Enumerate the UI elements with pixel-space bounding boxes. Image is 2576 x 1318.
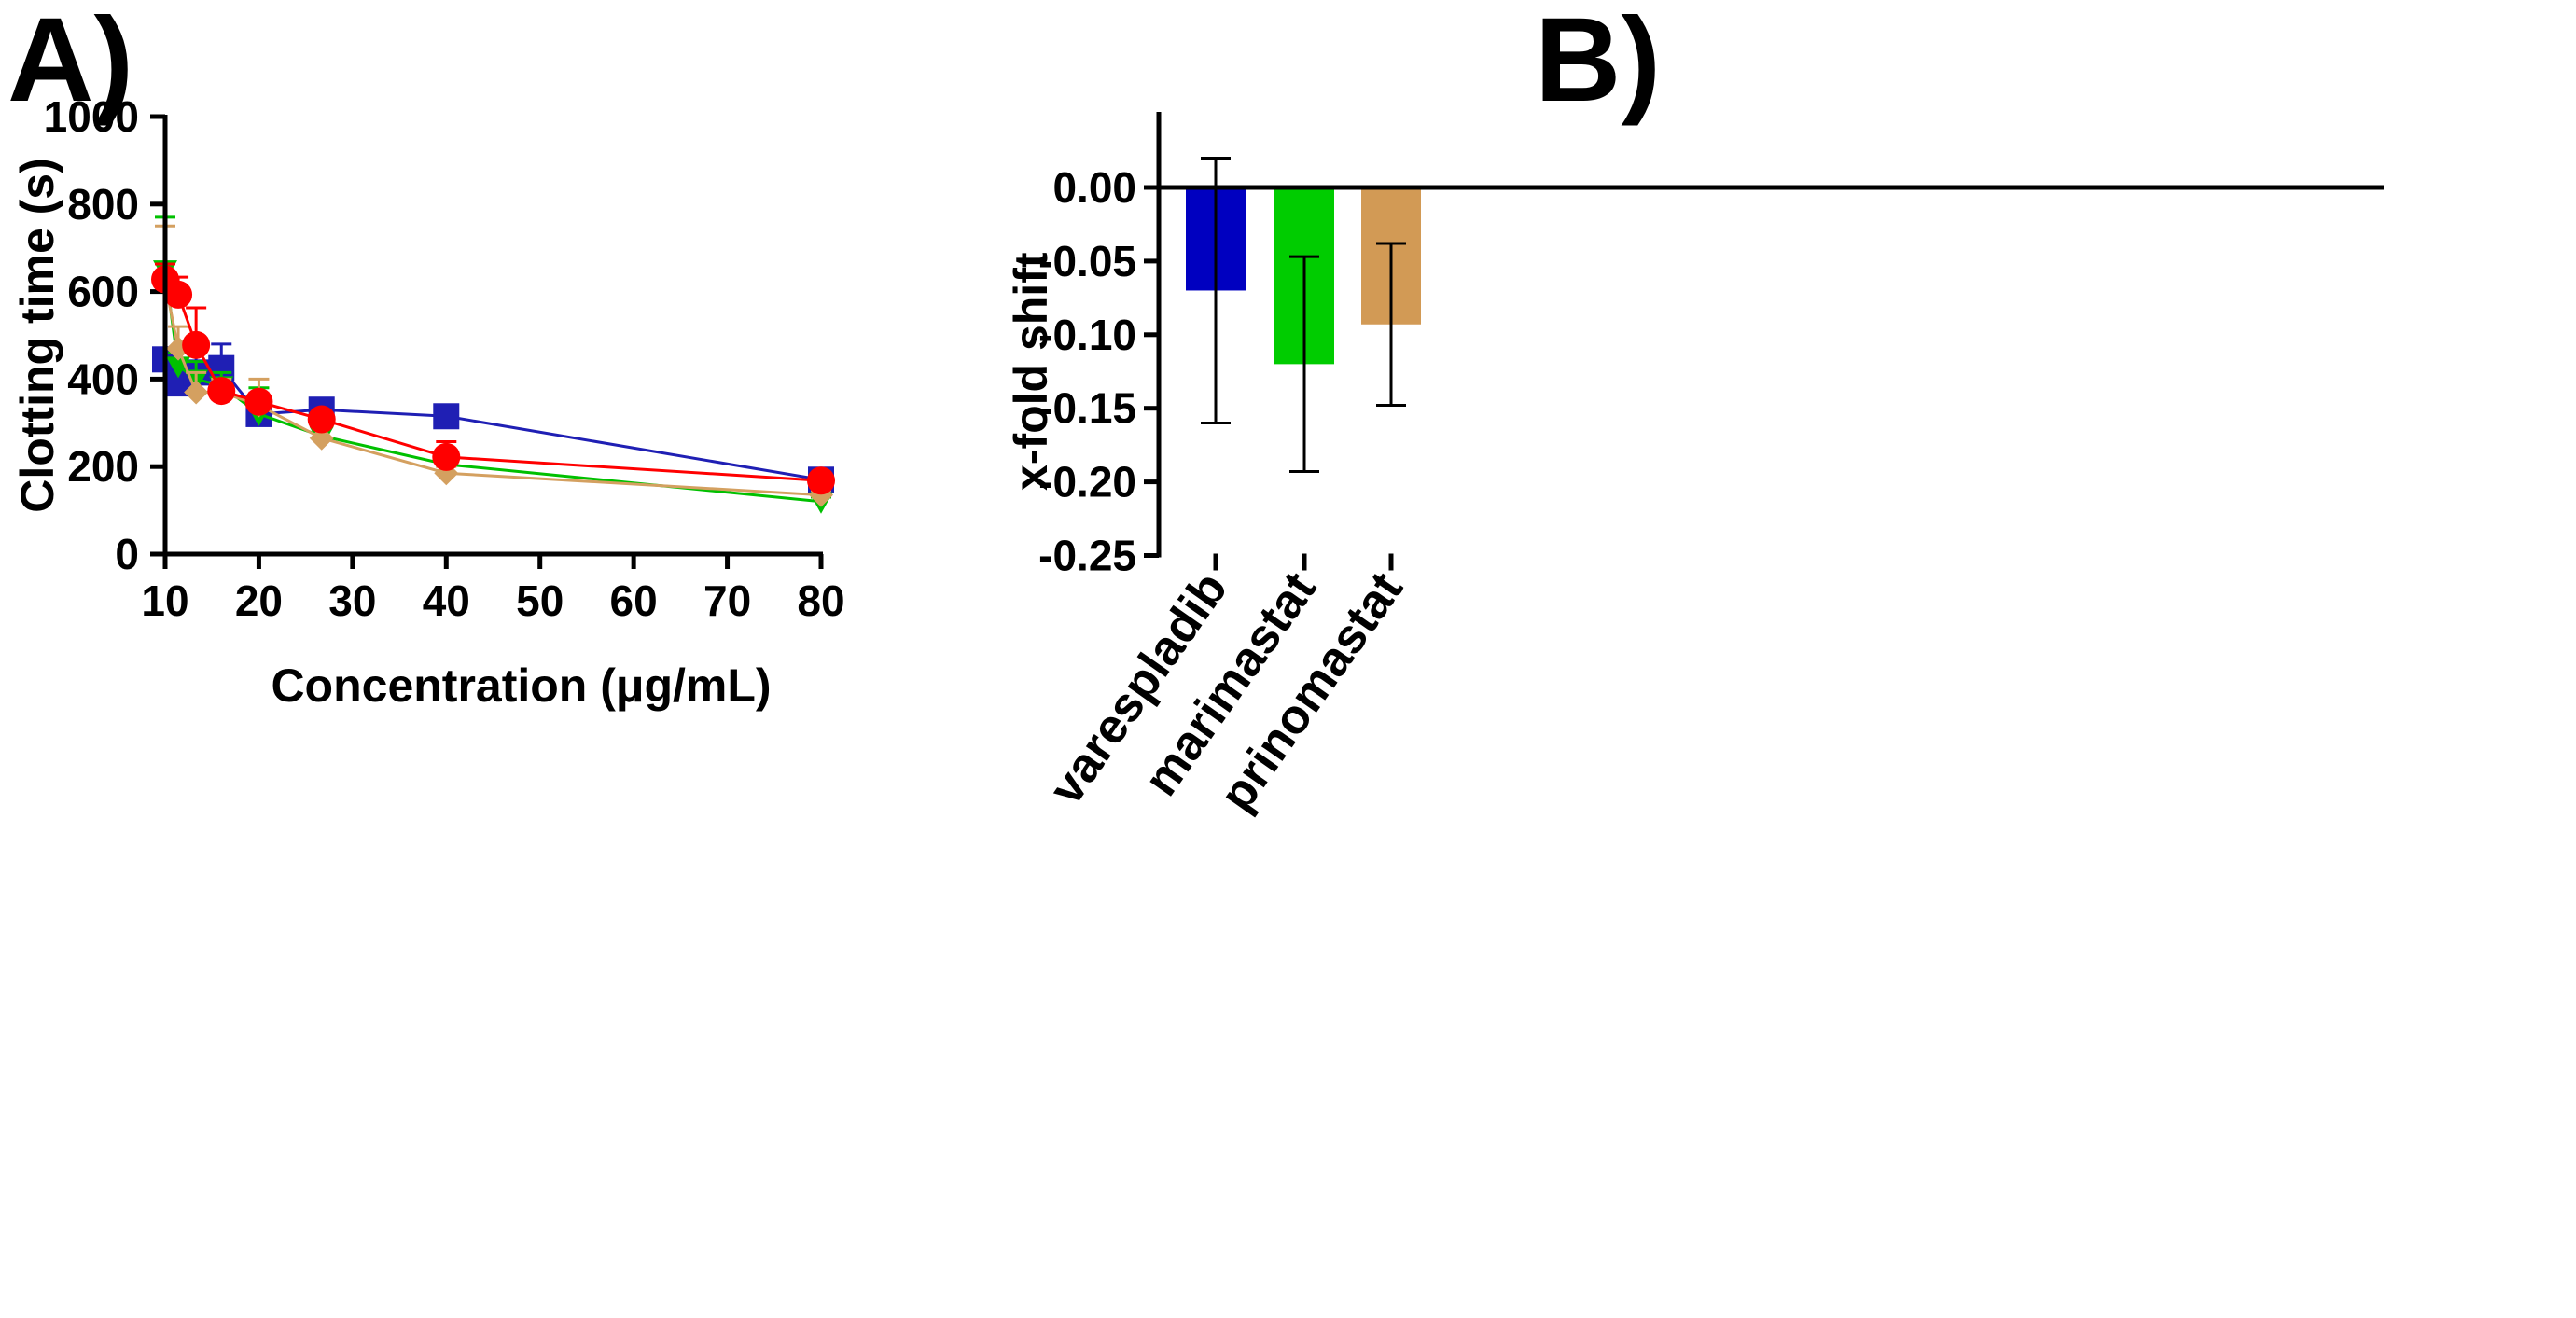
data-point-circle (244, 387, 273, 416)
bars-group-b (1186, 156, 1421, 474)
data-point-diamond (309, 425, 334, 451)
y-tick-label-a: 800 (67, 180, 139, 229)
x-tick-label-a: 40 (423, 576, 470, 625)
y-axis-ticks-a: 0 200 400 600 800 1000 (44, 92, 165, 578)
data-point-diamond (184, 380, 209, 405)
y-axis-title-a: Clotting time (s) (11, 158, 63, 513)
x-tick-label-a: 70 (703, 576, 751, 625)
y-tick-label-a: 400 (67, 354, 139, 403)
x-tick-label-a: 60 (610, 576, 658, 625)
y-tick-label-b: -0.25 (1038, 532, 1136, 580)
data-point-circle (807, 466, 835, 495)
series-line (163, 269, 822, 504)
series-0 (152, 342, 834, 493)
data-point-circle (164, 280, 193, 309)
y-tick-label-b: 0.00 (1052, 163, 1136, 212)
x-tick-label-a: 30 (328, 576, 376, 625)
line-chart-panel-a: A) 0 200 400 600 800 1000 10 20 30 40 50 60 70 80 Co… (7, 0, 845, 712)
data-point-circle (432, 442, 461, 471)
x-tick-label-a: 50 (516, 576, 564, 625)
y-tick-label-a: 600 (67, 268, 139, 316)
data-point-circle (207, 377, 236, 406)
y-tick-label-b: -0.10 (1038, 311, 1136, 359)
x-axis-ticks-a: 10 20 30 40 50 60 70 80 (141, 554, 845, 625)
data-point-circle (307, 405, 336, 434)
y-tick-label-b: -0.15 (1038, 384, 1136, 433)
y-axis-ticks-b: 0.00 -0.05 -0.10 -0.15 -0.20 -0.25 (1038, 163, 1159, 580)
panel-b-label: B) (1535, 0, 1661, 127)
y-axis-title-b: x-fold shift (1005, 252, 1057, 491)
series-group-a (151, 215, 835, 514)
y-tick-label-b: -0.05 (1038, 237, 1136, 285)
panel-a-label: A) (7, 0, 133, 127)
x-tick-label-a: 80 (797, 576, 844, 625)
data-point-square (433, 403, 460, 430)
y-tick-label-a: 200 (67, 442, 139, 491)
bar-chart-panel-b: B) 0.00 -0.05 -0.10 -0.15 -0.20 -0.25 varespl… (1005, 0, 2384, 821)
y-tick-label-a: 1000 (44, 92, 139, 141)
x-tick-label-a: 20 (235, 576, 283, 625)
series-1 (153, 215, 833, 514)
data-point-circle (182, 330, 211, 359)
y-tick-label-a: 0 (115, 530, 139, 578)
y-tick-label-b: -0.20 (1038, 458, 1136, 506)
x-axis-title-a: Concentration (μg/mL) (271, 659, 771, 712)
x-tick-label-a: 10 (141, 576, 188, 625)
